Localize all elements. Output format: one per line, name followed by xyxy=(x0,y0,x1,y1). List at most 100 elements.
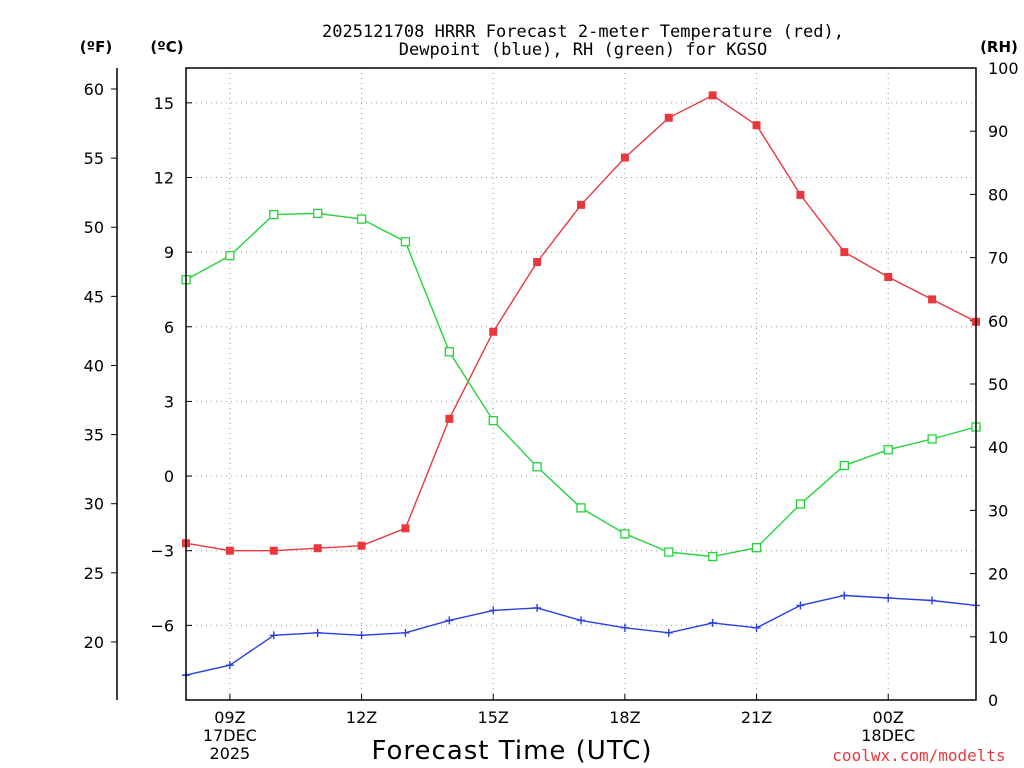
temperature-point xyxy=(445,414,454,423)
temperature-point xyxy=(620,153,629,162)
rh-point xyxy=(751,543,762,553)
dewpoint-point xyxy=(401,628,410,637)
x-tick-label: 09Z xyxy=(214,708,245,727)
rh-point xyxy=(313,208,323,219)
rh-tick-label: 80 xyxy=(988,185,1008,204)
fahrenheit-tick-label: 45 xyxy=(84,287,104,306)
rh-tick-label: 0 xyxy=(988,691,998,710)
dewpoint-point xyxy=(796,601,805,610)
x-tick-label: 21Z xyxy=(741,708,772,727)
dewpoint-point xyxy=(489,606,498,615)
temperature-point xyxy=(269,546,278,555)
rh-point xyxy=(269,209,279,220)
watermark: coolwx.com/modelts xyxy=(832,746,1005,765)
fahrenheit-tick-label: 20 xyxy=(84,633,104,652)
temperature-point xyxy=(401,524,410,533)
temperature-point xyxy=(664,113,673,122)
celsius-tick-label: 12 xyxy=(154,168,174,187)
temperature-line xyxy=(185,94,977,552)
fahrenheit-tick-label: 30 xyxy=(84,495,104,514)
temperature-point xyxy=(796,190,805,199)
rh-tick-label: 30 xyxy=(988,501,1008,520)
dewpoint-point xyxy=(928,596,937,605)
rh-point xyxy=(356,214,367,224)
rh-point xyxy=(444,347,454,357)
rh-point xyxy=(532,462,542,472)
rh-point xyxy=(488,416,498,426)
dewpoint-point xyxy=(884,593,893,602)
fahrenheit-tick-label: 25 xyxy=(84,564,104,583)
x-tick-label: 15Z xyxy=(478,708,509,727)
temperature-point xyxy=(884,273,893,282)
dewpoint-point xyxy=(445,616,454,625)
celsius-tick-label: 6 xyxy=(164,318,174,337)
dewpoint-point xyxy=(840,591,849,600)
temperature-point xyxy=(489,327,498,336)
fahrenheit-tick-label: 50 xyxy=(84,218,104,237)
celsius-tick-label: 9 xyxy=(164,243,174,262)
rh-tick-label: 90 xyxy=(988,122,1008,141)
celsius-tick-label: 15 xyxy=(154,94,174,113)
temperature-point xyxy=(225,546,234,555)
celsius-axis-label: (ºC) xyxy=(150,38,183,56)
chart-title-line1: 2025121708 HRRR Forecast 2-meter Tempera… xyxy=(322,22,844,42)
temperature-point xyxy=(577,200,585,209)
dewpoint-series xyxy=(182,591,980,680)
rh-point xyxy=(883,445,893,455)
rh-tick-label: 20 xyxy=(988,565,1008,584)
temperature-point xyxy=(708,91,717,100)
dewpoint-point xyxy=(225,661,234,670)
rh-tick-label: 60 xyxy=(988,312,1008,331)
dewpoint-point xyxy=(533,603,542,612)
temperature-point xyxy=(357,541,366,550)
rh-tick-label: 70 xyxy=(988,249,1008,268)
fahrenheit-tick-label: 55 xyxy=(84,149,104,168)
dewpoint-line xyxy=(185,594,977,676)
chart-title-line2: Dewpoint (blue), RH (green) for KGSO xyxy=(399,40,767,60)
dewpoint-point xyxy=(313,628,322,637)
rh-point xyxy=(839,460,849,471)
x-axis-title: Forecast Time (UTC) xyxy=(371,736,652,766)
dewpoint-point xyxy=(708,618,717,627)
rh-point xyxy=(400,237,411,247)
rh-point xyxy=(664,547,674,557)
series-layer xyxy=(181,91,981,680)
fahrenheit-axis-label: (ºF) xyxy=(80,38,112,56)
celsius-tick-label: 3 xyxy=(164,392,174,411)
dewpoint-point xyxy=(269,631,278,640)
rh-axis-label: (RH) xyxy=(980,38,1018,56)
fahrenheit-axis: 60 55 50 45 40 35 30 25 20 xyxy=(84,68,118,700)
x-tick-label: 18DEC xyxy=(861,726,915,745)
x-tick-label: 17DEC xyxy=(203,726,257,745)
rh-tick-label: 40 xyxy=(988,438,1008,457)
temperature-point xyxy=(840,248,849,257)
celsius-tick-label: −3 xyxy=(150,542,174,561)
rh-tick-label: 10 xyxy=(988,628,1008,647)
dewpoint-point xyxy=(664,628,673,637)
rh-series xyxy=(181,208,981,562)
dewpoint-point xyxy=(752,623,761,632)
rh-point xyxy=(795,499,806,509)
celsius-tick-label: −6 xyxy=(150,616,174,635)
plot-frame xyxy=(185,67,977,701)
rh-tick-label: 100 xyxy=(988,59,1019,78)
fahrenheit-tick-label: 40 xyxy=(84,356,104,375)
x-tick-label: 2025 xyxy=(210,744,251,763)
dewpoint-point xyxy=(577,616,585,625)
temperature-point xyxy=(752,121,761,130)
gridlines xyxy=(186,68,976,700)
x-tick-label: 00Z xyxy=(873,708,904,727)
x-tick-label: 18Z xyxy=(609,708,640,727)
fahrenheit-tick-label: 60 xyxy=(84,80,104,99)
celsius-tick-label: 0 xyxy=(164,467,174,486)
rh-point xyxy=(576,503,586,513)
dewpoint-point xyxy=(357,631,366,640)
dewpoint-point xyxy=(620,623,629,632)
rh-point xyxy=(927,434,937,444)
rh-point xyxy=(620,529,630,539)
x-tick-label: 12Z xyxy=(346,708,377,727)
temperature-series xyxy=(182,91,980,555)
